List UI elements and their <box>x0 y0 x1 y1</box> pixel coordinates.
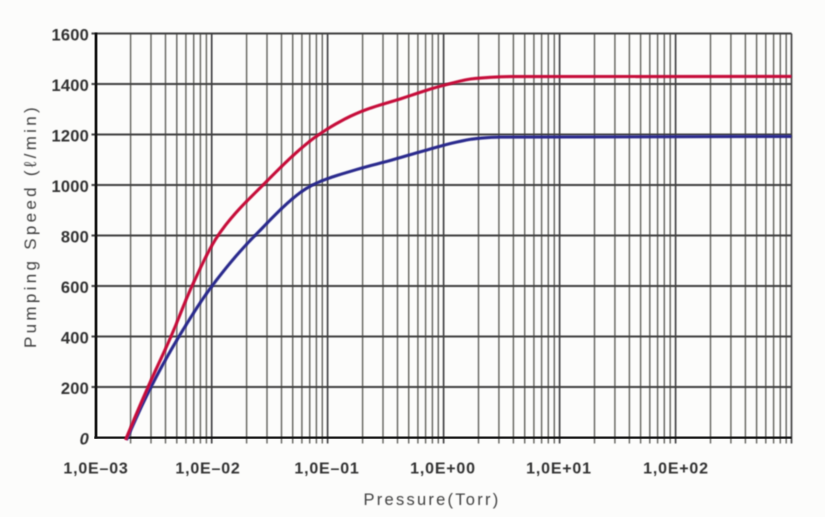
svg-text:Pressure(Torr): Pressure(Torr) <box>364 491 501 509</box>
svg-text:0: 0 <box>80 431 90 449</box>
svg-text:1400: 1400 <box>51 77 89 95</box>
svg-text:400: 400 <box>61 330 89 348</box>
svg-text:1,0E–01: 1,0E–01 <box>294 461 359 478</box>
svg-text:600: 600 <box>61 279 89 297</box>
svg-text:1000: 1000 <box>51 178 89 196</box>
svg-text:1200: 1200 <box>51 128 89 146</box>
svg-text:1,0E+02: 1,0E+02 <box>643 461 709 478</box>
svg-text:1,0E+01: 1,0E+01 <box>526 461 592 478</box>
svg-text:1,0E+00: 1,0E+00 <box>410 461 476 478</box>
svg-text:1,0E–03: 1,0E–03 <box>63 461 128 478</box>
svg-text:1600: 1600 <box>51 27 89 45</box>
svg-text:Pumping Speed (ℓ/min): Pumping Speed (ℓ/min) <box>21 104 40 348</box>
svg-text:200: 200 <box>61 380 89 398</box>
svg-text:1,0E–02: 1,0E–02 <box>175 461 240 478</box>
svg-text:800: 800 <box>61 229 89 247</box>
